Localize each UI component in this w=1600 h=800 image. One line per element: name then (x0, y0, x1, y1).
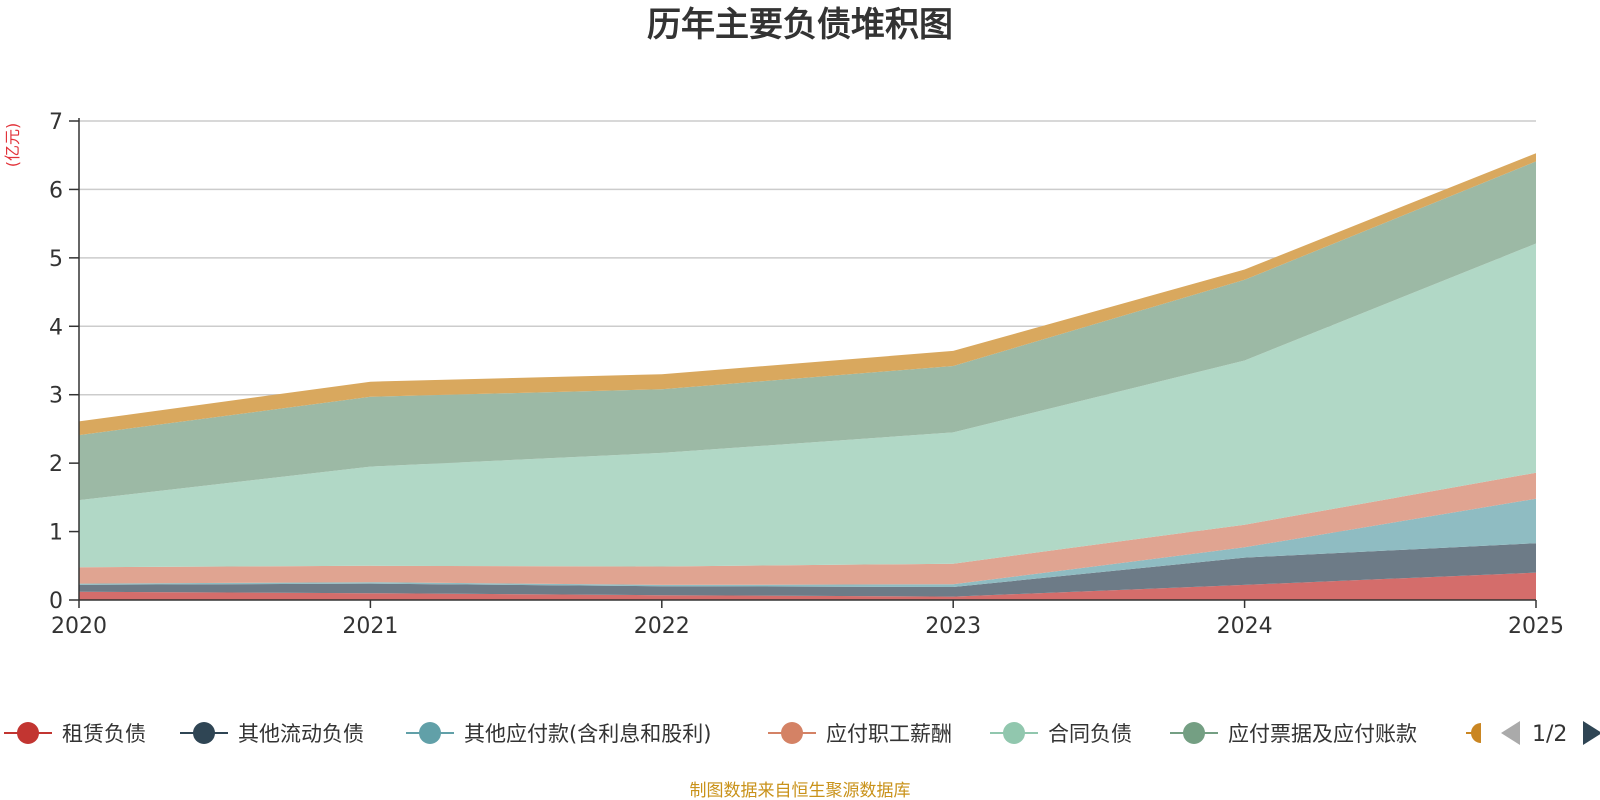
triangle-left-icon[interactable] (1501, 721, 1520, 745)
area-1 (79, 572, 1536, 600)
legend-circle-icon (1003, 722, 1025, 744)
legend-item[interactable]: 其他应付款(含利息和股利) (406, 722, 711, 746)
axes (78, 118, 1536, 601)
legend-circle-icon (17, 722, 39, 744)
x-tick-label: 2024 (1217, 614, 1273, 639)
legend-label: 合同负债 (1048, 722, 1132, 746)
legend-circle-icon (781, 722, 803, 744)
legend-circle-icon-clipped (1471, 723, 1481, 743)
legend-item[interactable]: 应付票据及应付账款 (1170, 722, 1417, 746)
legend: 租赁负债 其他流动负债 其他应付款(含利息和股利) 应付职工薪酬 合同负债 应付票据及应付… (4, 722, 1481, 746)
legend-circle-icon (193, 722, 215, 744)
y-tick-label: 0 (49, 589, 63, 614)
triangle-right-icon[interactable] (1583, 721, 1600, 745)
legend-label: 应付票据及应付账款 (1228, 722, 1417, 746)
y-tick-label: 6 (49, 178, 63, 203)
legend-label: 应付职工薪酬 (826, 722, 952, 746)
y-axis-unit-label: (亿元) (3, 123, 22, 168)
y-tick-label: 5 (49, 247, 63, 272)
legend-label: 租赁负债 (62, 722, 146, 746)
legend-pager: 1/2 (1501, 721, 1600, 747)
legend-item[interactable]: 其他流动负债 (180, 722, 364, 746)
legend-circle-icon (1183, 722, 1205, 744)
x-tick-label: 2025 (1508, 614, 1564, 639)
legend-item[interactable]: 合同负债 (990, 722, 1132, 746)
y-tick-label: 3 (49, 384, 63, 409)
area-5 (79, 243, 1536, 568)
area-series-group (79, 153, 1536, 600)
legend-item[interactable]: 应付职工薪酬 (768, 722, 952, 746)
y-axis-ticks: 0 1 2 3 4 5 6 7 (49, 110, 79, 614)
x-tick-label: 2023 (925, 614, 981, 639)
y-tick-label: 2 (49, 452, 63, 477)
legend-page-indicator: 1/2 (1532, 722, 1567, 747)
area-3 (79, 498, 1536, 587)
area-7 (79, 153, 1536, 436)
legend-item[interactable]: 租赁负债 (4, 722, 146, 746)
x-tick-label: 2022 (634, 614, 690, 639)
y-tick-label: 4 (49, 315, 63, 340)
chart-title: 历年主要负债堆积图 (647, 5, 953, 45)
legend-label: 其他应付款(含利息和股利) (464, 722, 711, 746)
legend-label: 其他流动负债 (238, 722, 364, 746)
x-axis-ticks: 2020 2021 2022 2023 2024 2025 (51, 600, 1564, 639)
legend-circle-icon (419, 722, 441, 744)
area-6 (79, 161, 1536, 501)
y-tick-label: 1 (49, 521, 63, 546)
data-source-note: 制图数据来自恒生聚源数据库 (690, 781, 911, 800)
area-4 (79, 472, 1536, 585)
x-tick-label: 2020 (51, 614, 107, 639)
y-tick-label: 7 (49, 110, 63, 135)
x-tick-label: 2021 (342, 614, 398, 639)
area-2 (79, 543, 1536, 597)
